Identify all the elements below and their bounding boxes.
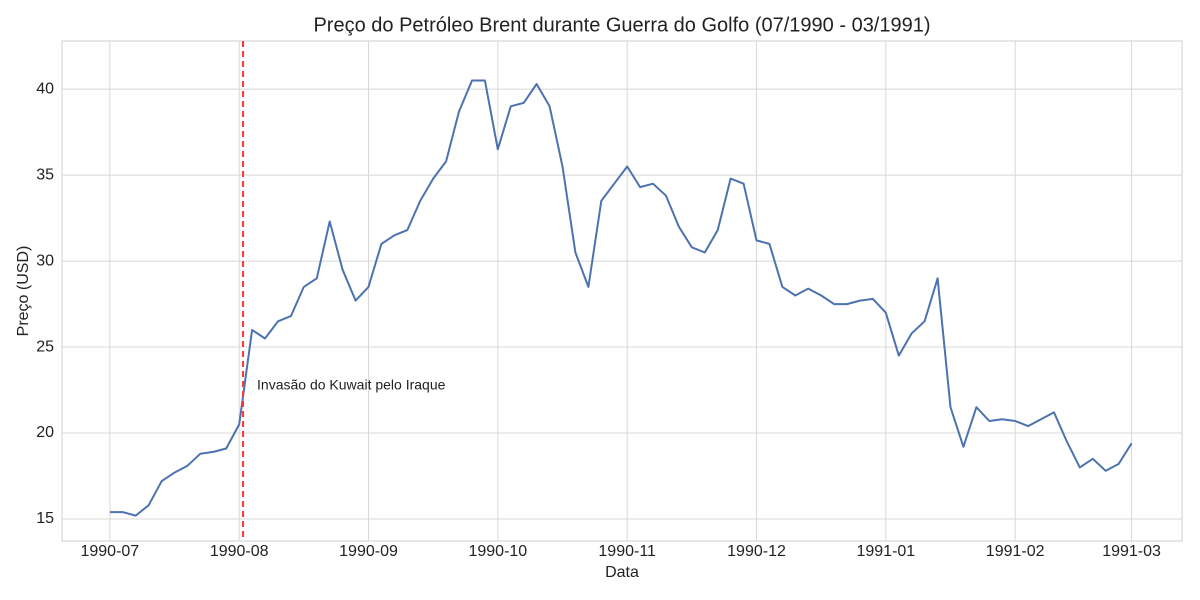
y-tick-label: 35 (36, 166, 54, 183)
y-tick-label: 40 (36, 80, 54, 97)
x-axis-label: Data (605, 564, 639, 581)
x-tick-label: 1991-01 (856, 543, 915, 560)
y-tick-label: 25 (36, 338, 54, 355)
x-tick-label: 1991-02 (986, 543, 1045, 560)
x-tick-label: 1990-07 (80, 543, 139, 560)
x-tick-label: 1991-03 (1102, 543, 1161, 560)
plot-area (61, 40, 1183, 542)
x-tick-label: 1990-10 (468, 543, 527, 560)
event-annotation: Invasão do Kuwait pelo Iraque (257, 377, 446, 393)
chart-title: Preço do Petróleo Brent durante Guerra d… (313, 14, 930, 36)
y-tick-label: 15 (36, 510, 54, 527)
y-axis-label: Preço (USD) (15, 246, 32, 337)
x-tick-label: 1990-08 (210, 543, 269, 560)
y-tick-label: 30 (36, 252, 54, 269)
x-tick-label: 1990-12 (727, 543, 786, 560)
price-line (109, 79, 1133, 517)
x-tick-label: 1990-11 (598, 543, 656, 560)
y-tick-label: 20 (36, 424, 54, 441)
x-tick-label: 1990-09 (339, 543, 398, 560)
